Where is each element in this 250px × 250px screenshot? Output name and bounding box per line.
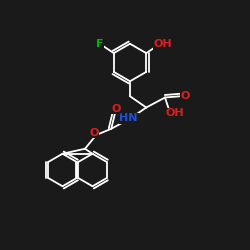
Text: OH: OH [153, 39, 172, 49]
Text: OH: OH [165, 108, 184, 118]
Text: HN: HN [120, 113, 138, 123]
Text: F: F [96, 39, 103, 49]
Text: O: O [112, 104, 121, 114]
Text: O: O [89, 128, 99, 138]
Text: O: O [180, 91, 190, 101]
